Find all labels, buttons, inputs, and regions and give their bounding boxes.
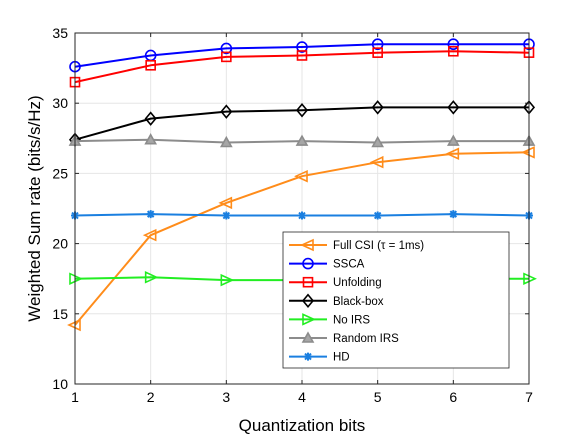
y-tick-label: 10 — [52, 376, 68, 392]
legend-marker — [302, 257, 314, 270]
data-point — [220, 42, 233, 55]
x-tick-label: 2 — [147, 389, 155, 405]
data-point — [447, 38, 460, 51]
data-point — [144, 111, 157, 126]
x-tick-label: 5 — [374, 389, 382, 405]
data-point — [369, 155, 384, 169]
legend-entry: SSCA — [289, 257, 365, 271]
data-point — [219, 135, 233, 148]
data-point — [144, 133, 158, 145]
legend-label: Full CSI (τ = 1ms) — [333, 240, 424, 252]
data-point — [295, 102, 309, 118]
data-point — [145, 59, 156, 71]
legend-entry: No IRS — [289, 313, 370, 326]
legend-label: Unfolding — [333, 277, 382, 289]
x-axis-label: Quantization bits — [239, 416, 366, 435]
x-tick-label: 7 — [525, 389, 533, 405]
data-point — [221, 51, 232, 63]
data-point — [218, 196, 233, 210]
series-5 — [68, 133, 536, 148]
x-tick-label: 3 — [222, 389, 230, 405]
data-point — [371, 38, 384, 51]
y-tick-label: 35 — [52, 25, 68, 41]
y-tick-label: 20 — [52, 236, 68, 252]
data-point — [372, 47, 383, 58]
y-tick-label: 25 — [52, 165, 68, 181]
legend-label: SSCA — [333, 259, 365, 271]
x-tick-label: 6 — [449, 389, 457, 405]
legend-entry: Unfolding — [289, 276, 382, 289]
series-line — [74, 50, 530, 84]
legend-marker — [302, 276, 314, 288]
data-point — [222, 211, 231, 220]
data-point — [144, 271, 159, 284]
y-tick-label: 30 — [52, 95, 68, 111]
legend-marker — [301, 331, 315, 343]
data-point — [448, 45, 459, 57]
legend-entry: HD — [289, 352, 350, 364]
data-point — [373, 211, 382, 220]
legend-entry: Random IRS — [289, 331, 399, 345]
y-axis-label: Weighted Sum rate (bits/s/Hz) — [25, 95, 44, 321]
y-tick-label: 15 — [52, 306, 68, 322]
legend-label: Random IRS — [333, 333, 399, 345]
legend-marker — [302, 313, 316, 326]
legend-marker — [304, 352, 312, 361]
legend-label: HD — [333, 352, 350, 364]
legend: Full CSI (τ = 1ms) SSCA Unfolding Black-box… — [282, 231, 510, 369]
legend-label: No IRS — [333, 314, 370, 326]
data-point — [447, 100, 460, 115]
x-tick-label: 1 — [71, 389, 79, 405]
data-point — [445, 147, 460, 160]
data-point — [449, 210, 458, 219]
data-point — [146, 210, 155, 219]
legend-marker — [301, 293, 315, 309]
series-3 — [68, 100, 536, 147]
legend-label: Black-box — [333, 296, 384, 308]
data-point — [295, 134, 309, 146]
x-tick-label: 4 — [298, 389, 306, 405]
legend-marker — [300, 238, 314, 252]
data-point — [142, 228, 157, 242]
data-point — [294, 169, 308, 183]
data-point — [220, 273, 235, 287]
series-line — [74, 43, 529, 68]
data-point — [446, 134, 460, 146]
data-point — [220, 104, 233, 119]
data-point — [296, 41, 308, 53]
data-point — [371, 135, 385, 148]
data-point — [296, 50, 308, 61]
data-point — [298, 211, 306, 220]
data-point — [371, 100, 384, 115]
series-line — [74, 151, 530, 326]
legend-entry: Black-box — [289, 293, 384, 309]
legend-entry: Full CSI (τ = 1ms) — [289, 238, 424, 252]
axis-ticks: 1 2 3 4 5 6 7 10 15 20 25 30 35 — [52, 25, 533, 405]
series-line — [74, 106, 529, 141]
